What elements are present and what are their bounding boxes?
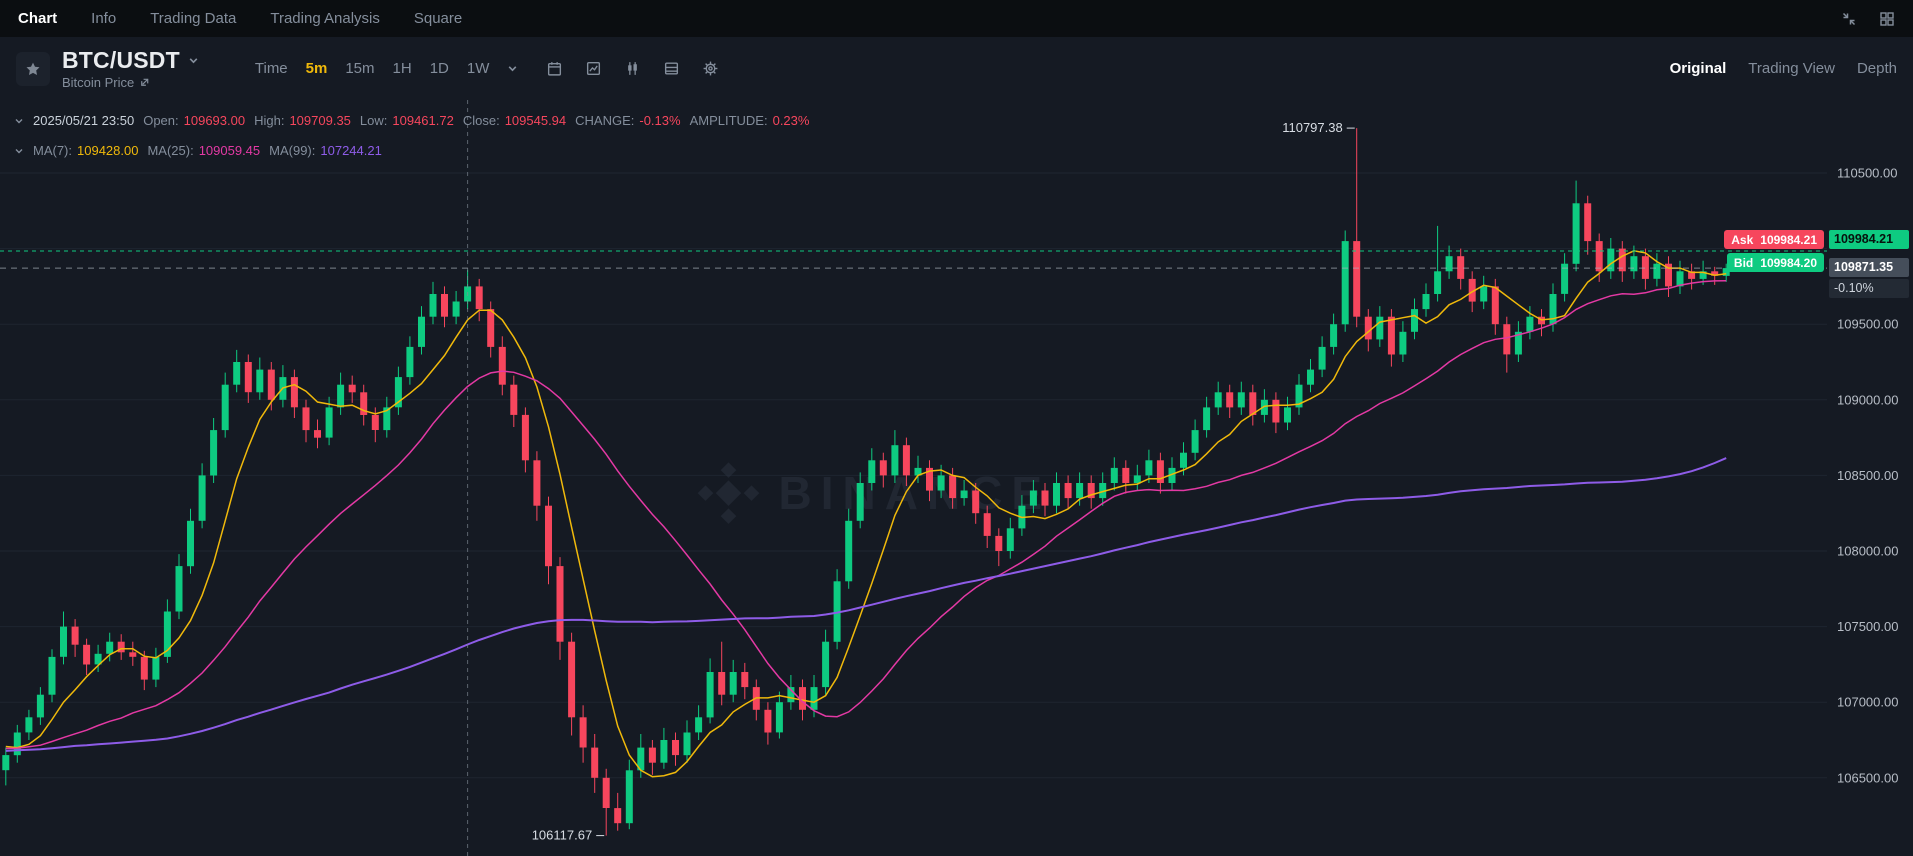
view-tabs: Original Trading View Depth: [1670, 60, 1897, 77]
tab-chart[interactable]: Chart: [18, 10, 58, 27]
favorite-button[interactable]: [16, 51, 50, 86]
tab-square[interactable]: Square: [413, 10, 463, 27]
tab-info[interactable]: Info: [91, 10, 117, 27]
interval-1w[interactable]: 1W: [466, 60, 490, 77]
symbol-title[interactable]: BTC/USDT: [62, 47, 180, 73]
interval-15m[interactable]: 15m: [345, 60, 375, 77]
svg-text:109000.00: 109000.00: [1837, 392, 1898, 407]
ohlc-amplitude: AMPLITUDE: 0.23%: [689, 113, 810, 128]
last-price-tag: 109871.35: [1829, 258, 1909, 278]
collapse-icon[interactable]: [1841, 11, 1857, 27]
symbol-subtitle: Bitcoin Price: [62, 75, 135, 90]
bid-value: 109984.20: [1760, 255, 1817, 270]
tab-trading-data[interactable]: Trading Data: [150, 10, 237, 27]
svg-text:110500.00: 110500.00: [1837, 166, 1898, 181]
svg-text:107000.00: 107000.00: [1837, 695, 1898, 710]
ohlc-close: Close: 109545.94: [462, 113, 567, 128]
top-navigation: Chart Info Trading Data Trading Analysis…: [0, 0, 1913, 37]
ma99-legend: MA(99): 107244.21: [269, 143, 382, 158]
svg-text:107500.00: 107500.00: [1837, 619, 1898, 634]
ma-legend: MA(7): 109428.00 MA(25): 109059.45 MA(99):…: [14, 143, 382, 158]
ma25-legend: MA(25): 109059.45: [147, 143, 261, 158]
chart-style-icon[interactable]: [585, 60, 602, 77]
apps-grid-icon[interactable]: [1879, 11, 1895, 27]
compare-candles-icon[interactable]: [624, 60, 641, 77]
star-icon: [25, 61, 41, 77]
ohlc-low: Low: 109461.72: [359, 113, 454, 128]
collapse-chevron-icon[interactable]: [14, 116, 24, 126]
tab-trading-analysis[interactable]: Trading Analysis: [270, 10, 380, 27]
candlestick-chart[interactable]: BINANCE 110797.38 106117.67 106500.00 107000…: [0, 100, 1913, 856]
ask-label: Ask: [1731, 232, 1754, 247]
ohlc-open: Open: 109693.00: [143, 113, 246, 128]
interval-5m[interactable]: 5m: [305, 60, 328, 77]
collapse-chevron-icon[interactable]: [14, 146, 24, 156]
bid-label: Bid: [1733, 255, 1754, 270]
indicator-panel-icon[interactable]: [663, 60, 680, 77]
ma7-legend: MA(7): 109428.00: [33, 143, 139, 158]
symbol-subtitle-link[interactable]: Bitcoin Price: [62, 75, 199, 90]
svg-text:109500.00: 109500.00: [1837, 317, 1898, 332]
svg-text:BINANCE: BINANCE: [779, 467, 1052, 519]
chart-area[interactable]: BINANCE 110797.38 106117.67 106500.00 107000…: [0, 100, 1913, 856]
view-tab-depth[interactable]: Depth: [1856, 60, 1897, 77]
external-link-icon: [139, 77, 150, 88]
ask-value: 109984.21: [1760, 232, 1817, 247]
ohlc-legend: 2025/05/21 23:50 Open: 109693.00 High: 109…: [14, 113, 809, 128]
chart-tool-icons: [546, 60, 719, 77]
bid-tag[interactable]: Bid 109984.20: [1726, 253, 1824, 273]
interval-1d[interactable]: 1D: [429, 60, 449, 77]
svg-text:108500.00: 108500.00: [1837, 468, 1898, 483]
change-percent-tag: -0.10%: [1829, 279, 1909, 299]
interval-more-icon[interactable]: [507, 63, 518, 74]
nav-right-icons: [1841, 11, 1895, 27]
interval-time-label[interactable]: Time: [254, 60, 288, 77]
svg-text:110797.38: 110797.38: [1282, 120, 1343, 135]
svg-text:106500.00: 106500.00: [1837, 770, 1898, 785]
ohlc-date: 2025/05/21 23:50: [33, 113, 135, 128]
svg-text:108000.00: 108000.00: [1837, 544, 1898, 559]
ohlc-high: High: 109709.35: [254, 113, 351, 128]
interval-selector: Time 5m 15m 1H 1D 1W: [255, 60, 519, 77]
calendar-icon[interactable]: [546, 60, 563, 77]
chart-toolbar: BTC/USDT Bitcoin Price Time 5m 15m 1H 1D…: [0, 37, 1913, 100]
ohlc-change: CHANGE: -0.13%: [575, 113, 681, 128]
chevron-down-icon[interactable]: [188, 55, 199, 66]
svg-text:106117.67: 106117.67: [532, 828, 593, 843]
symbol-block: BTC/USDT Bitcoin Price: [62, 47, 199, 90]
settings-gear-icon[interactable]: [702, 60, 719, 77]
interval-1h[interactable]: 1H: [392, 60, 412, 77]
view-tab-original[interactable]: Original: [1669, 60, 1727, 77]
view-tab-tradingview[interactable]: Trading View: [1748, 60, 1835, 77]
ask-tag[interactable]: Ask 109984.21: [1724, 230, 1824, 250]
ask-price-axis-tag: 109984.21: [1829, 230, 1909, 250]
nav-tabs: Chart Info Trading Data Trading Analysis…: [18, 10, 462, 27]
